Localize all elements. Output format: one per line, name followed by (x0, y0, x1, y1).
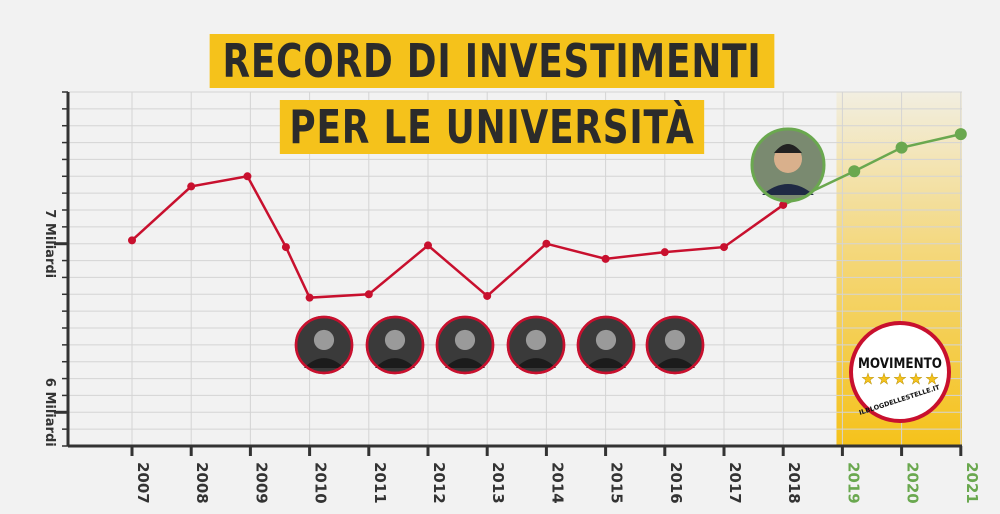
portrait-shoulders (303, 358, 345, 368)
title-line-2: PER LE UNIVERSITÀ (279, 100, 705, 154)
data-point (660, 248, 669, 257)
x-tick-label: 2011 (371, 462, 389, 504)
data-point (281, 243, 290, 252)
portrait-shoulders (444, 358, 486, 368)
portrait-head (454, 329, 476, 351)
data-point (187, 182, 196, 191)
x-tick-label: 2019 (844, 462, 862, 504)
logo-star-icon: ★ (861, 370, 874, 388)
portrait-2-icon (365, 315, 425, 375)
x-tick-label: 2015 (608, 462, 626, 504)
logo-star-icon: ★ (925, 370, 938, 388)
y-tick-label: 7 Miliardi (42, 209, 57, 278)
portrait-ring (435, 315, 495, 375)
x-tick-label: 2021 (963, 462, 981, 504)
data-point (601, 254, 610, 263)
series-line-red (131, 174, 784, 299)
portrait-1-icon (294, 315, 354, 375)
featured-portrait-shoulders (762, 184, 814, 195)
x-tick-label: 2013 (489, 462, 507, 504)
portrait-shoulders (374, 358, 416, 368)
portrait-shoulders (585, 358, 627, 368)
x-tick-label: 2009 (252, 462, 270, 504)
portrait-head (595, 329, 617, 351)
logo-star-icon: ★ (909, 370, 922, 388)
portrait-ring (365, 315, 425, 375)
data-point (364, 290, 373, 299)
featured-portrait-icon (750, 127, 826, 203)
portrait-ring (576, 315, 636, 375)
data-point (895, 141, 908, 154)
featured-portrait-hair (774, 144, 802, 153)
portrait-head (525, 329, 547, 351)
data-point (779, 200, 788, 209)
data-point (954, 128, 967, 141)
portrait-head (313, 329, 335, 351)
data-point (848, 165, 861, 178)
series-line-green (782, 132, 962, 207)
x-tick-label: 2012 (430, 462, 448, 504)
featured-portrait-ring (750, 127, 826, 203)
data-point (243, 172, 252, 181)
logo-star-icon: ★ (877, 370, 890, 388)
portrait-ring (506, 315, 566, 375)
portrait-4-icon (506, 315, 566, 375)
x-tick-label: 2018 (785, 462, 803, 504)
portrait-6-icon (645, 315, 705, 375)
x-tick-label: 2017 (726, 462, 744, 504)
data-point (128, 236, 136, 245)
title-line-1: RECORD DI INVESTIMENTI (209, 34, 775, 88)
x-tick-label: 2020 (904, 462, 922, 504)
portrait-3-icon (435, 315, 495, 375)
x-tick-label: 2010 (312, 462, 330, 504)
portrait-ring (645, 315, 705, 375)
x-tick-label: 2016 (667, 462, 685, 504)
portrait-shoulders (515, 358, 557, 368)
data-point (542, 239, 551, 248)
portrait-head (384, 329, 406, 351)
y-tick-label: 6 Miliardi (42, 378, 57, 447)
portrait-shoulders (654, 358, 696, 368)
data-point (720, 243, 728, 252)
logo-text: MOVIMENTO (858, 356, 942, 372)
logo-circle (849, 321, 951, 423)
portrait-head (664, 329, 686, 351)
data-point (424, 241, 432, 250)
portrait-5-icon (576, 315, 636, 375)
x-tick-label: 2008 (193, 462, 211, 504)
movimento-logo: MOVIMENTO★ ★ ★ ★ ★ILBLOGDELLESTELLE.IT (849, 321, 951, 423)
data-point (305, 293, 314, 302)
logo-star-icon: ★ (893, 370, 906, 388)
portrait-ring (294, 315, 354, 375)
x-tick-label: 2007 (134, 462, 152, 504)
x-tick-label: 2014 (548, 462, 566, 504)
data-point (483, 291, 492, 300)
